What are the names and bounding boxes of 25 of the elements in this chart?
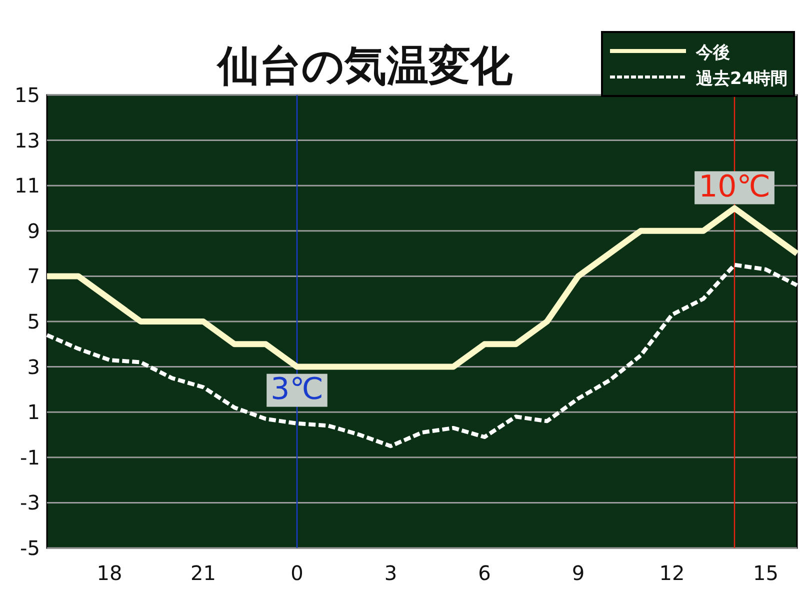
- y-tick-label: 15: [14, 83, 40, 107]
- x-tick-label: 3: [384, 561, 398, 585]
- x-tick-label: 9: [572, 561, 585, 585]
- legend-label: 過去24時間: [695, 69, 788, 89]
- y-tick-label: -1: [20, 445, 40, 470]
- x-tick-label: 21: [190, 561, 216, 585]
- y-tick-label: 11: [14, 174, 40, 198]
- chart-title: 仙台の気温変化: [216, 41, 514, 90]
- annotation: 3℃: [270, 372, 324, 407]
- y-tick-label: 1: [27, 400, 40, 424]
- y-tick-label: -5: [20, 536, 40, 560]
- y-tick-label: -3: [20, 490, 40, 515]
- x-tick-label: 12: [659, 561, 685, 585]
- legend-label: 今後: [695, 43, 730, 63]
- x-tick-label: 6: [478, 561, 491, 585]
- line-series: [45, 262, 799, 448]
- x-tick-label: 15: [753, 561, 778, 585]
- y-tick-label: 13: [14, 128, 40, 152]
- x-tick-label: 18: [96, 561, 122, 585]
- annotation: 10℃: [698, 169, 770, 204]
- y-tick-label: 5: [27, 310, 40, 334]
- y-tick-label: 9: [27, 218, 40, 243]
- y-tick-label: 7: [27, 264, 40, 288]
- y-tick-label: 3: [27, 354, 40, 379]
- x-tick-label: 0: [290, 561, 304, 585]
